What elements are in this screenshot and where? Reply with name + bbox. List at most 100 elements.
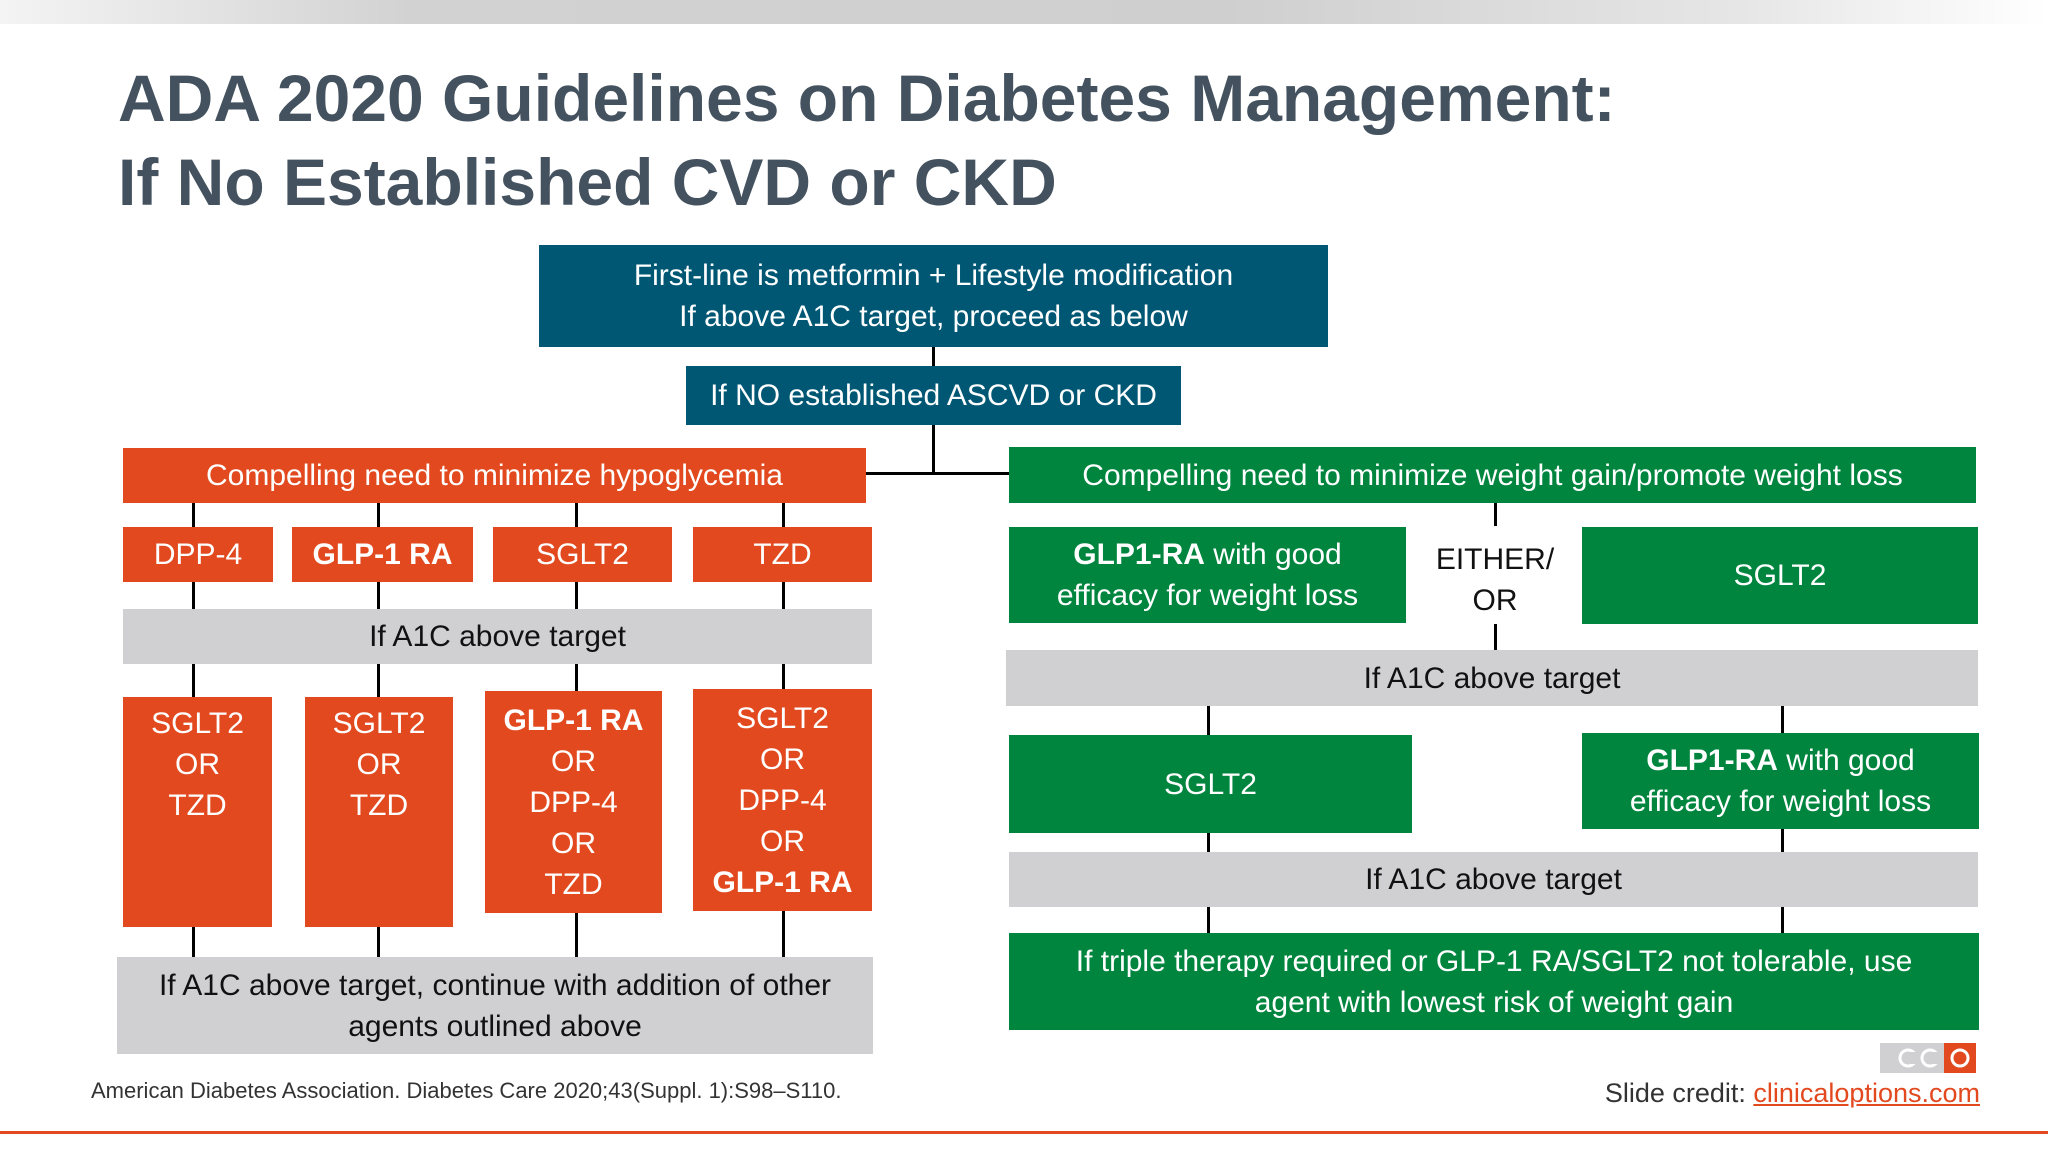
left-row1-glp1ra-text: GLP-1 RA: [312, 538, 453, 571]
connector-right-2a: [1781, 706, 1784, 734]
left-row1-tzd: TZD: [693, 527, 872, 582]
left-col2-options: SGLT2 OR TZD: [305, 697, 453, 927]
left-col1-item: TZD: [168, 789, 227, 822]
no-ascvd-ckd-box: If NO established ASCVD or CKD: [686, 366, 1181, 425]
right-a1c-above-target-1: If A1C above target: [1006, 650, 1978, 706]
connector-left-4c: [782, 662, 785, 692]
right-glp1ra-line-1: GLP1-RA with good: [1073, 534, 1341, 575]
hypoglycemia-header-text: Compelling need to minimize hypoglycemia: [206, 459, 783, 492]
connector-left-4b: [782, 580, 785, 610]
connector-right-2b: [1781, 828, 1784, 852]
title-line-2: If No Established CVD or CKD: [118, 145, 1057, 219]
right-a1c-above-target-2: If A1C above target: [1009, 852, 1978, 907]
right-glp1ra-line-2: efficacy for weight loss: [1056, 579, 1359, 612]
left-a1c-above-target: If A1C above target: [123, 609, 872, 664]
left-col3-item: DPP-4: [529, 785, 618, 819]
right-glp1ra-rest: with good: [1204, 538, 1342, 571]
left-col1-options: SGLT2 OR TZD: [123, 697, 272, 927]
left-col2-item: OR: [356, 748, 402, 781]
connector-left-3b: [575, 580, 578, 610]
triple-therapy-box: If triple therapy required or GLP-1 RA/S…: [1009, 933, 1979, 1030]
title-line-1: ADA 2020 Guidelines on Diabetes Manageme…: [118, 61, 1616, 135]
connector-left-1b: [192, 580, 195, 610]
left-col3-item: OR: [551, 826, 596, 860]
first-line-text-1: First-line is metformin + Lifestyle modi…: [633, 259, 1234, 292]
left-col3-item: TZD: [544, 867, 603, 901]
left-row1-sglt2-text: SGLT2: [536, 538, 629, 571]
left-col2-item: TZD: [349, 789, 409, 822]
connector-right-either: [1494, 624, 1497, 650]
connector-left-2d: [377, 926, 380, 958]
left-continue-box: If A1C above target, continue with addit…: [117, 957, 873, 1054]
triple-therapy-text-2: agent with lowest risk of weight gain: [1254, 985, 1734, 1019]
right-glp1ra-second-box: GLP1-RA with good efficacy for weight lo…: [1582, 733, 1979, 829]
connector-right-header: [1494, 502, 1497, 526]
left-row1-glp1ra: GLP-1 RA: [292, 527, 473, 582]
connector-left-1d: [192, 926, 195, 958]
right-glp1ra-second-bold: GLP1-RA: [1646, 744, 1778, 777]
connector-top-to-branch: [932, 346, 935, 368]
connector-left-2c: [377, 664, 380, 698]
connector-left-1a: [192, 502, 195, 528]
right-glp1ra-second-rest: with good: [1777, 744, 1915, 777]
connector-left-3d: [575, 912, 578, 958]
connector-left-3a: [575, 502, 578, 528]
slide-credit-prefix: Slide credit:: [1604, 1078, 1754, 1108]
right-sglt2-second-box: SGLT2: [1009, 735, 1412, 833]
connector-left-2b: [377, 580, 380, 610]
triple-therapy-text-1: If triple therapy required or GLP-1 RA/S…: [1075, 944, 1913, 978]
connector-left-4a: [782, 502, 785, 528]
reference-citation: American Diabetes Association. Diabetes …: [91, 1078, 842, 1103]
clinicaloptions-link[interactable]: clinicaloptions.com: [1753, 1078, 1980, 1108]
weight-header-text: Compelling need to minimize weight gain/…: [1082, 458, 1903, 492]
right-sglt2-second-text: SGLT2: [1164, 767, 1257, 801]
left-continue-text-1: If A1C above target, continue with addit…: [158, 968, 832, 1002]
left-col1-item: OR: [175, 748, 220, 781]
connector-right-1a: [1207, 706, 1210, 736]
left-col4-item: OR: [760, 742, 805, 776]
right-sglt2-box: SGLT2: [1582, 527, 1978, 624]
connector-left-3c: [575, 662, 578, 692]
connector-branch-down: [932, 424, 935, 474]
left-row1-tzd-text: TZD: [753, 538, 812, 571]
left-col4-item: OR: [760, 824, 805, 858]
connector-right-1b: [1207, 832, 1210, 852]
either-or-line-1: EITHER/: [1435, 543, 1555, 576]
right-a1c-text-1: If A1C above target: [1363, 661, 1621, 695]
first-line-text-2: If above A1C target, proceed as below: [679, 300, 1188, 333]
first-line-box: First-line is metformin + Lifestyle modi…: [539, 245, 1328, 347]
left-row1-dpp4: DPP-4: [123, 527, 273, 582]
weight-header: Compelling need to minimize weight gain/…: [1009, 447, 1976, 503]
hypoglycemia-header: Compelling need to minimize hypoglycemia: [123, 448, 866, 503]
connector-left-1c: [192, 664, 195, 698]
connector-horizontal-split: [865, 472, 1009, 475]
left-col3-options: GLP-1 RA OR DPP-4 OR TZD: [485, 691, 662, 913]
either-or-line-2: OR: [1472, 584, 1518, 617]
left-row1-sglt2: SGLT2: [493, 527, 672, 582]
connector-right-2c: [1781, 906, 1784, 934]
left-continue-text-2: agents outlined above: [348, 1009, 642, 1043]
no-ascvd-ckd-text: If NO established ASCVD or CKD: [710, 379, 1157, 412]
right-sglt2-text: SGLT2: [1733, 559, 1827, 592]
cco-logo-icon: [1880, 1043, 1976, 1073]
right-glp1ra-bold: GLP1-RA: [1073, 538, 1205, 571]
left-col4-item: SGLT2: [736, 701, 829, 735]
connector-left-4d: [782, 910, 785, 958]
bottom-accent-line: [0, 1131, 2048, 1134]
left-a1c-text: If A1C above target: [369, 620, 626, 653]
top-gradient-bar: [0, 0, 2048, 24]
left-col4-options: SGLT2 OR DPP-4 OR GLP-1 RA: [693, 689, 872, 911]
slide-credit: Slide credit: clinicaloptions.com: [1605, 1078, 1980, 1109]
right-glp1ra-box: GLP1-RA with good efficacy for weight lo…: [1009, 527, 1406, 623]
connector-left-2a: [377, 502, 380, 528]
right-glp1ra-second-line-1: GLP1-RA with good: [1646, 740, 1914, 781]
left-col4-item: GLP-1 RA: [712, 865, 853, 899]
right-glp1ra-second-line-2: efficacy for weight loss: [1629, 785, 1932, 818]
right-a1c-text-2: If A1C above target: [1365, 863, 1622, 896]
left-col1-item: SGLT2: [151, 707, 244, 740]
left-row1-dpp4-text: DPP-4: [153, 538, 243, 571]
either-or-label: EITHER/ OR: [1418, 537, 1572, 623]
left-col4-item: DPP-4: [738, 783, 827, 817]
connector-right-1c: [1207, 906, 1210, 934]
left-col3-item: GLP-1 RA: [503, 703, 644, 737]
